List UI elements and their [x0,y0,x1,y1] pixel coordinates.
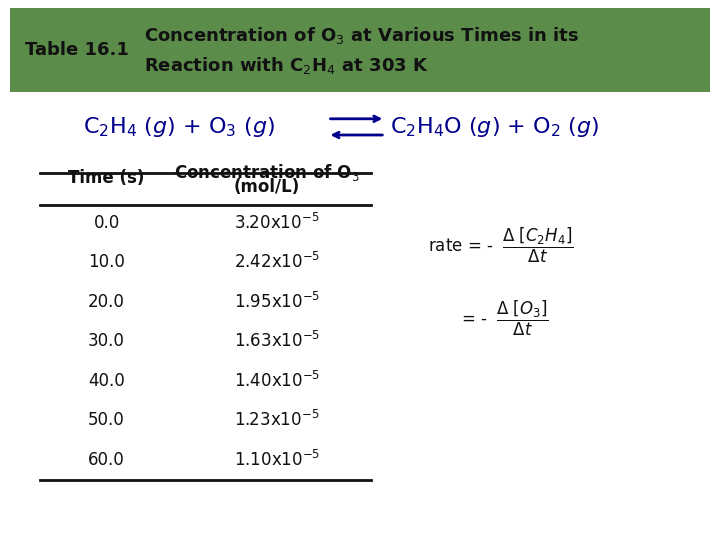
Text: = -  $\dfrac{\Delta\;[O_3]}{\Delta t}$: = - $\dfrac{\Delta\;[O_3]}{\Delta t}$ [461,299,549,338]
Text: 1.95x10$^{-5}$: 1.95x10$^{-5}$ [234,292,320,312]
Text: 50.0: 50.0 [88,411,125,429]
Text: 0.0: 0.0 [94,214,120,232]
Text: 20.0: 20.0 [88,293,125,311]
Text: C$_2$H$_4$ $(g)$ + O$_3$ $(g)$: C$_2$H$_4$ $(g)$ + O$_3$ $(g)$ [83,115,275,139]
Text: Concentration of O$_3$ at Various Times in its: Concentration of O$_3$ at Various Times … [144,25,579,45]
Text: 30.0: 30.0 [88,332,125,350]
Text: 60.0: 60.0 [88,450,125,469]
Text: Table 16.1: Table 16.1 [25,40,129,59]
Text: 1.10x10$^{-5}$: 1.10x10$^{-5}$ [234,449,320,470]
Text: 1.40x10$^{-5}$: 1.40x10$^{-5}$ [234,370,320,391]
Text: Concentration of O$_3$: Concentration of O$_3$ [174,163,359,183]
Text: Reaction with C$_2$H$_4$ at 303 K: Reaction with C$_2$H$_4$ at 303 K [144,56,429,76]
Text: 1.23x10$^{-5}$: 1.23x10$^{-5}$ [234,410,320,430]
Text: 2.42x10$^{-5}$: 2.42x10$^{-5}$ [234,252,320,273]
Text: rate = -  $\dfrac{\Delta\;[C_2H_4]}{\Delta t}$: rate = - $\dfrac{\Delta\;[C_2H_4]}{\Delt… [428,226,574,265]
Text: (mol/L): (mol/L) [233,178,300,197]
Text: C$_2$H$_4$O $(g)$ + O$_2$ $(g)$: C$_2$H$_4$O $(g)$ + O$_2$ $(g)$ [390,115,600,139]
Text: Time (s): Time (s) [68,169,145,187]
Bar [10,8,710,92]
Text: 3.20x10$^{-5}$: 3.20x10$^{-5}$ [234,213,320,233]
Text: 40.0: 40.0 [88,372,125,390]
Text: 1.63x10$^{-5}$: 1.63x10$^{-5}$ [234,331,320,352]
Text: 10.0: 10.0 [88,253,125,272]
